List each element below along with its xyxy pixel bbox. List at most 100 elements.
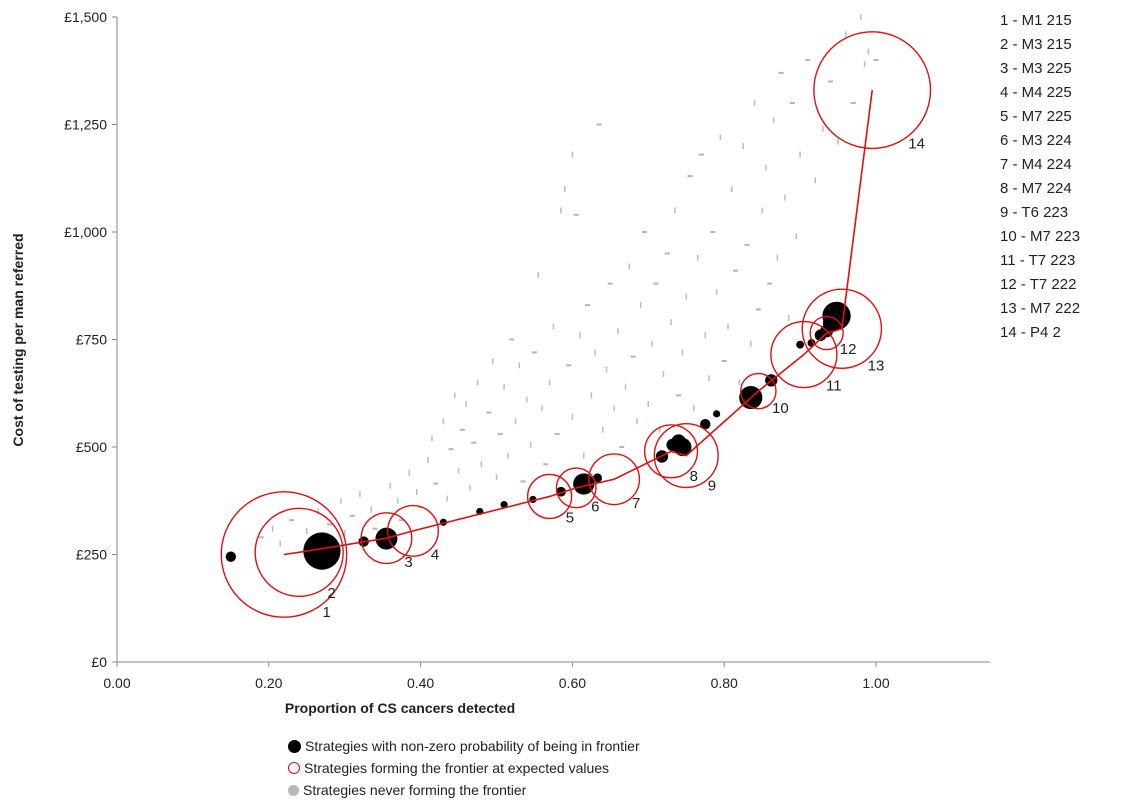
never-frontier-point: [416, 489, 418, 496]
frontier-label: 14: [908, 136, 925, 153]
frontier-label: 1: [322, 604, 330, 621]
strategy-key-item: 5 - M7 225: [1000, 108, 1072, 125]
never-frontier-point: [327, 523, 333, 526]
never-frontier-point: [389, 482, 391, 489]
never-frontier-point: [805, 59, 811, 61]
x-tick-label: 0.40: [407, 675, 434, 691]
frontier-line: [283, 89, 873, 556]
never-frontier-point: [765, 164, 767, 171]
never-frontier-point: [503, 383, 505, 390]
frontier-circle: [526, 473, 573, 520]
never-frontier-point: [459, 428, 465, 431]
y-tick-label: £1,500: [64, 9, 107, 25]
never-frontier-point: [767, 282, 773, 285]
grey-dot-icon: [288, 784, 299, 796]
y-tick-label: £500: [76, 439, 107, 455]
y-axis-ticks: £0 £250 £500 £750 £1,000 £1,250 £1,500: [64, 9, 117, 670]
strategy-key-item: 13 - M7 222: [1000, 300, 1081, 317]
never-frontier-point: [860, 14, 862, 20]
frontier-circle: [801, 288, 883, 370]
red-circle-icon: [288, 762, 300, 774]
never-frontier-point: [531, 351, 537, 354]
never-frontier-point: [708, 375, 710, 382]
nonzero-probability-points: [225, 301, 851, 570]
never-frontier-point: [776, 254, 779, 261]
never-frontier-point: [427, 456, 429, 463]
frontier-label: 2: [327, 585, 335, 602]
never-frontier-point: [446, 495, 448, 502]
never-frontier-point: [343, 530, 346, 536]
never-frontier-point: [790, 102, 796, 104]
legend: Strategies with non-zero probability of …: [288, 735, 640, 801]
never-frontier-point: [647, 401, 650, 407]
strategy-key-item: 6 - M3 224: [1000, 132, 1072, 149]
never-frontier-point: [399, 519, 405, 522]
never-frontier-point: [867, 48, 870, 55]
never-frontier-point: [731, 186, 733, 192]
y-tick-label: £250: [76, 547, 107, 563]
never-frontier-point: [469, 484, 471, 491]
never-frontier-point: [596, 123, 602, 126]
strategy-key-item: 2 - M3 215: [1000, 36, 1072, 53]
never-frontier-point: [772, 117, 775, 124]
never-frontier-point: [619, 446, 625, 448]
nonzero-probability-point: [225, 551, 237, 562]
never-frontier-point: [457, 467, 460, 474]
never-frontier-point: [636, 418, 638, 425]
frontier-label: 9: [708, 477, 716, 494]
never-frontier-point: [742, 143, 744, 149]
frontier-circle: [740, 372, 777, 410]
never-frontier-point: [573, 213, 579, 216]
never-frontier-point: [827, 80, 833, 83]
never-frontier-point: [317, 508, 319, 515]
never-frontier-point: [465, 401, 467, 407]
never-frontier-point: [543, 463, 549, 466]
never-frontier-point: [448, 448, 454, 451]
nonzero-probability-point: [303, 532, 341, 570]
nonzero-probability-point: [700, 419, 711, 430]
legend-label: Strategies never forming the frontier: [303, 782, 527, 798]
never-frontier-point: [541, 405, 543, 412]
never-frontier-point: [698, 153, 704, 156]
never-frontier-point: [863, 61, 866, 68]
never-frontier-point: [719, 134, 722, 141]
never-frontier-point: [583, 452, 585, 459]
x-tick-label: 0.80: [711, 675, 738, 691]
never-frontier-point: [271, 525, 274, 532]
nonzero-probability-point: [500, 501, 508, 509]
frontier-circle: [813, 31, 932, 150]
frontier-label: 5: [566, 509, 574, 526]
never-frontier-point: [602, 426, 604, 433]
frontier-circle: [387, 504, 440, 557]
legend-item-frontier: Strategies forming the frontier at expec…: [288, 757, 640, 779]
never-frontier-point: [442, 418, 445, 425]
never-frontier-point: [306, 527, 308, 534]
never-frontier-point: [526, 396, 528, 403]
strategy-key-item: 12 - T7 222: [1000, 276, 1077, 293]
y-tick-label: £1,250: [64, 117, 107, 133]
never-frontier-point: [837, 138, 839, 145]
never-frontier-point: [486, 411, 492, 414]
legend-item-never: Strategies never forming the frontier: [288, 779, 640, 801]
x-tick-label: 0.60: [559, 675, 586, 691]
never-frontier-point: [594, 349, 596, 356]
frontier-circle: [588, 453, 641, 506]
never-frontier-point: [642, 231, 648, 233]
strategy-key-item: 8 - M7 224: [1000, 180, 1072, 197]
never-frontier-point: [755, 308, 761, 311]
legend-label: Strategies with non-zero probability of …: [305, 738, 640, 754]
never-frontier-point: [715, 289, 718, 296]
never-frontier-point: [704, 332, 706, 339]
x-tick-label: 0.20: [255, 675, 282, 691]
never-frontier-point: [696, 254, 699, 261]
never-frontier-point: [476, 379, 479, 386]
never-frontier-point: [681, 349, 684, 356]
never-frontier-point: [670, 319, 672, 326]
strategy-key-item: 10 - M7 223: [1000, 228, 1081, 245]
never-frontier-point: [520, 480, 526, 483]
never-frontier-point: [491, 358, 494, 364]
frontier-label: 10: [772, 400, 789, 417]
legend-label: Strategies forming the frontier at expec…: [304, 760, 610, 776]
